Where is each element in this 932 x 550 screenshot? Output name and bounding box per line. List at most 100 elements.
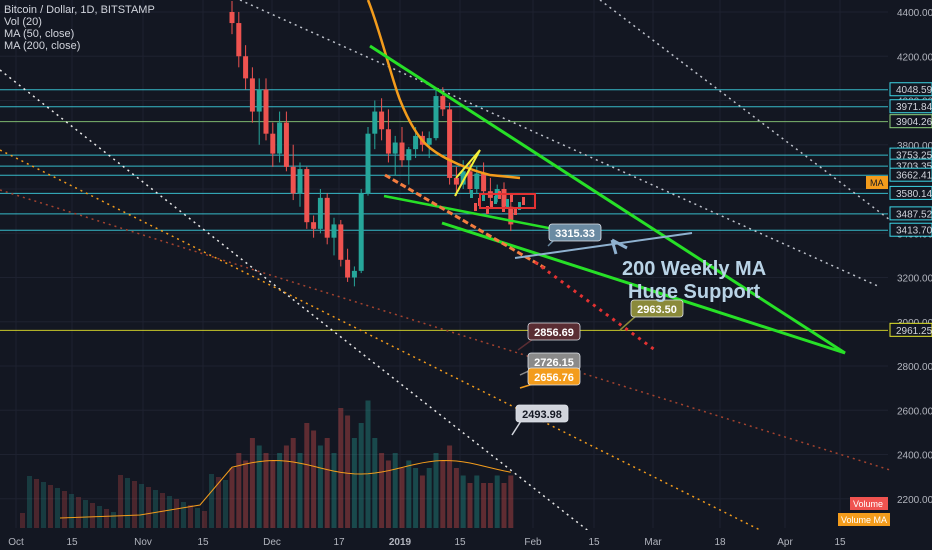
price-level-tag bbox=[889, 185, 932, 200]
callout-label: 2726.15 bbox=[534, 357, 574, 369]
callout-label: 3315.33 bbox=[555, 228, 595, 240]
orange-channel-line bbox=[384, 173, 546, 270]
ma-badge bbox=[866, 176, 888, 189]
time-axis-tick: 15 bbox=[834, 537, 846, 548]
volume-bar bbox=[153, 490, 158, 528]
volume-bar bbox=[249, 438, 255, 528]
candle-body bbox=[486, 206, 489, 214]
time-axis-tick: 15 bbox=[197, 537, 209, 548]
candle-body bbox=[297, 169, 303, 194]
red-projection bbox=[534, 260, 656, 352]
time-axis-tick: Oct bbox=[8, 537, 24, 548]
price-axis-tick: 2600.00 bbox=[897, 406, 932, 417]
volume-bar bbox=[290, 438, 296, 528]
time-axis-tick: 15 bbox=[588, 537, 600, 548]
trendline-triangle bbox=[369, 44, 846, 355]
price-level-label: 3413.70 bbox=[896, 226, 932, 237]
volume-bar bbox=[195, 508, 200, 528]
candle-body bbox=[453, 177, 459, 185]
candle-body bbox=[229, 12, 235, 24]
volume-bar bbox=[188, 505, 193, 528]
volume-bar bbox=[132, 481, 137, 528]
time-axis-tick: Nov bbox=[134, 537, 152, 548]
volume-badge-label: Volume MA bbox=[841, 515, 887, 525]
volume-bar bbox=[351, 438, 357, 528]
volume-bar bbox=[277, 453, 283, 528]
volume-bar bbox=[263, 453, 269, 528]
candle-body bbox=[460, 171, 466, 185]
volume-bar bbox=[83, 500, 88, 528]
candle-body bbox=[490, 201, 493, 209]
time-axis-tick: Apr bbox=[777, 537, 793, 548]
price-level-label: 3753.25 bbox=[896, 151, 932, 162]
volume-bar bbox=[460, 475, 466, 528]
volume-bar bbox=[481, 483, 487, 528]
annotation-line1: 200 Weekly MA bbox=[622, 258, 767, 280]
candle-body bbox=[474, 173, 480, 189]
volume-bar bbox=[229, 468, 235, 528]
callout-box bbox=[548, 223, 602, 242]
volume-bar bbox=[447, 445, 453, 528]
ma-badge-label: MA bbox=[870, 178, 884, 188]
volume-bar bbox=[69, 494, 74, 528]
volume-bar bbox=[385, 460, 391, 528]
price-level-label: 3703.35 bbox=[896, 162, 932, 173]
callout-box bbox=[527, 322, 581, 341]
volume-ma-line bbox=[59, 460, 511, 519]
volume-bar bbox=[181, 502, 186, 528]
candle-body bbox=[351, 270, 357, 278]
volume-bar bbox=[413, 468, 419, 528]
price-axis-tick: 4200.00 bbox=[897, 52, 932, 63]
volume-bar bbox=[223, 480, 228, 528]
callout-box bbox=[527, 367, 581, 386]
volume-bar bbox=[440, 460, 446, 528]
candle-body bbox=[426, 138, 432, 145]
volume-bar bbox=[167, 496, 172, 528]
candle-body bbox=[482, 193, 485, 201]
candle-body bbox=[256, 89, 262, 112]
price-axis-tick: 2200.00 bbox=[897, 495, 932, 506]
candle-body bbox=[522, 197, 525, 205]
volume-bar bbox=[494, 475, 500, 528]
price-level-label: 2961.25 bbox=[896, 326, 932, 337]
dotted-trendline bbox=[0, 149, 781, 541]
price-level-tag bbox=[889, 206, 932, 221]
volume-bar bbox=[419, 475, 425, 528]
volume-bar bbox=[55, 488, 60, 528]
volume-bar bbox=[48, 485, 53, 528]
volume-bar bbox=[331, 453, 337, 528]
candle-body bbox=[263, 89, 269, 134]
volume-bar bbox=[406, 460, 412, 528]
time-axis-tick: 15 bbox=[454, 537, 466, 548]
volume-bar bbox=[317, 445, 323, 528]
price-axis-tick: 4400.00 bbox=[897, 8, 932, 19]
callout-box bbox=[630, 299, 684, 318]
volume-bar bbox=[365, 400, 371, 528]
candle-body bbox=[474, 203, 477, 211]
volume-bar bbox=[311, 430, 317, 528]
volume-bar bbox=[146, 487, 151, 528]
time-axis-tick: Dec bbox=[263, 537, 281, 548]
candle-body bbox=[440, 96, 446, 110]
time-axis-tick: 17 bbox=[333, 537, 345, 548]
price-level-label: 4048.59 bbox=[896, 85, 932, 96]
candle-body bbox=[317, 197, 323, 229]
price-level-tag bbox=[889, 167, 932, 182]
candle-body bbox=[510, 194, 513, 202]
volume-bar bbox=[118, 475, 123, 528]
volume-bar bbox=[487, 483, 493, 528]
candle-body bbox=[379, 111, 385, 130]
price-level-tag bbox=[889, 322, 932, 337]
volume-bar bbox=[345, 415, 351, 528]
volume-bar bbox=[160, 493, 165, 528]
legend-ma50: MA (50, close) bbox=[4, 28, 75, 40]
price-level-label: 3904.26 bbox=[896, 117, 932, 128]
volume-bar bbox=[501, 483, 507, 528]
candle-body bbox=[338, 224, 344, 260]
time-axis-tick: 2019 bbox=[389, 537, 412, 548]
candle-body bbox=[345, 259, 351, 278]
volume-bar bbox=[392, 453, 398, 528]
volume-bar bbox=[324, 438, 330, 528]
volume-bar bbox=[399, 468, 405, 528]
